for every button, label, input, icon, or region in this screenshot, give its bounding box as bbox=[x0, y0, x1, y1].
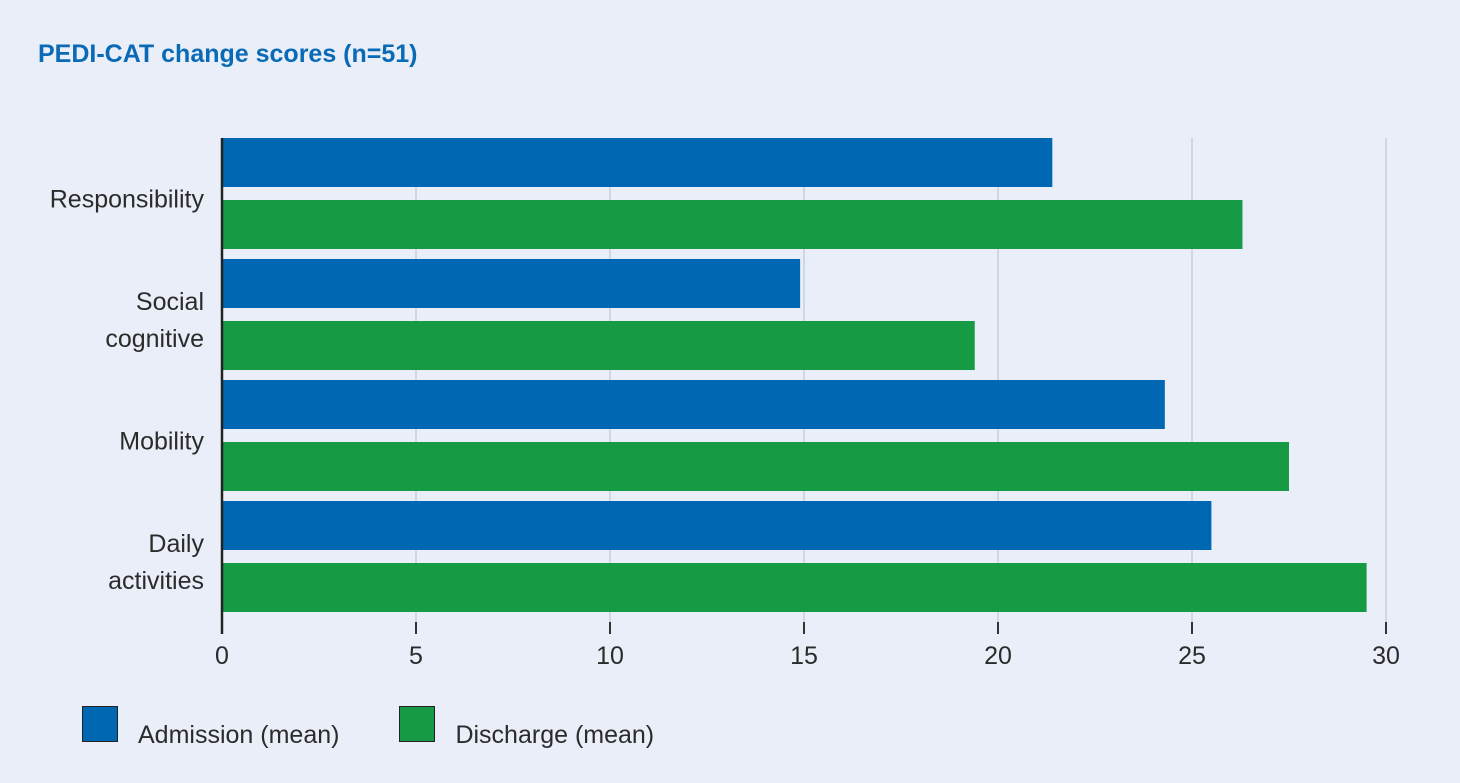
category-label: Daily bbox=[148, 530, 204, 558]
bar-admission bbox=[222, 259, 801, 308]
bar-admission bbox=[222, 380, 1165, 429]
legend-item-admission: Admission (mean) bbox=[82, 706, 339, 749]
axes bbox=[220, 138, 1387, 634]
legend: Admission (mean) Discharge (mean) bbox=[82, 706, 714, 749]
x-tick-label: 5 bbox=[409, 642, 423, 670]
legend-swatch-admission bbox=[82, 706, 118, 742]
bars bbox=[222, 138, 1367, 612]
chart-title: PEDI-CAT change scores (n=51) bbox=[38, 40, 418, 68]
x-tick-label: 25 bbox=[1178, 642, 1206, 670]
category-label: Responsibility bbox=[50, 186, 205, 214]
bar-discharge bbox=[222, 321, 975, 370]
bar-discharge bbox=[222, 200, 1243, 249]
legend-label-discharge: Discharge (mean) bbox=[455, 721, 655, 749]
x-tick-label: 10 bbox=[596, 642, 624, 670]
x-tick-label: 30 bbox=[1372, 642, 1400, 670]
bar-chart: 0 5 10 15 20 25 30 Responsibility Social cognitiv… bbox=[50, 138, 1400, 671]
category-label: cognitive bbox=[105, 325, 204, 353]
legend-swatch-discharge bbox=[399, 706, 436, 742]
category-label: activities bbox=[108, 567, 204, 595]
bar-discharge bbox=[222, 563, 1367, 612]
x-tick-label: 20 bbox=[984, 642, 1012, 670]
x-tick-label: 15 bbox=[790, 642, 818, 670]
bar-admission bbox=[222, 138, 1053, 187]
legend-label-admission: Admission (mean) bbox=[138, 721, 340, 749]
labels: 0 5 10 15 20 25 30 Responsibility Social cognitiv… bbox=[50, 186, 1400, 671]
bar-discharge bbox=[222, 442, 1289, 491]
x-tick-label: 0 bbox=[215, 642, 229, 670]
bar-admission bbox=[222, 501, 1212, 550]
category-label: Mobility bbox=[119, 428, 204, 456]
category-label: Social bbox=[136, 288, 204, 316]
legend-item-discharge: Discharge (mean) bbox=[399, 706, 654, 749]
